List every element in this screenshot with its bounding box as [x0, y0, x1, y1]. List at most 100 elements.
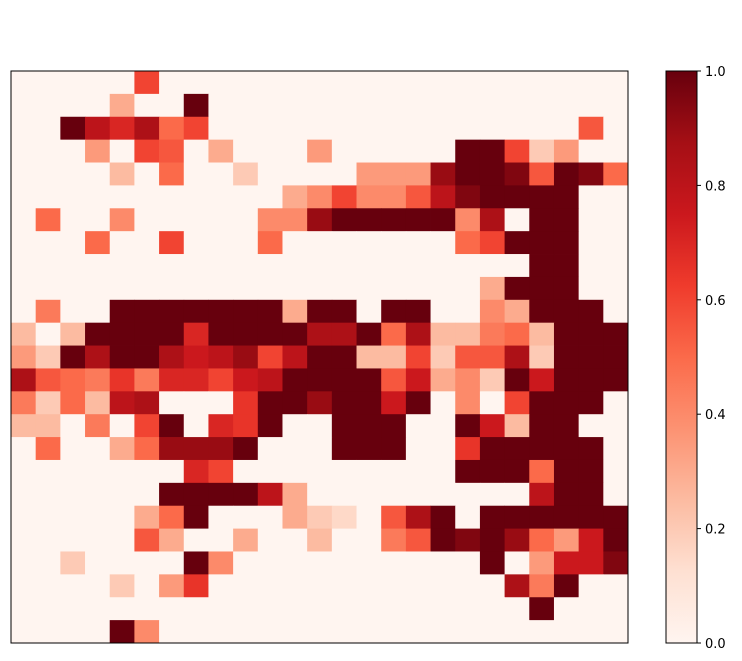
- heatmap-cell: [356, 185, 382, 209]
- heatmap-cell: [159, 551, 185, 575]
- heatmap-cell: [134, 162, 160, 186]
- heatmap-cell: [134, 482, 160, 507]
- heatmap-cell: [578, 116, 604, 141]
- heatmap-cell: [455, 208, 481, 232]
- heatmap-cell: [35, 322, 61, 346]
- heatmap-cell: [134, 322, 160, 346]
- heatmap-cell: [60, 162, 86, 186]
- heatmap-cell: [356, 93, 382, 118]
- heatmap-cell: [331, 482, 357, 507]
- heatmap-cell: [307, 162, 333, 186]
- heatmap-cell: [553, 93, 580, 118]
- heatmap-cell: [356, 551, 382, 575]
- heatmap-cell: [603, 276, 629, 301]
- heatmap-cell: [183, 391, 209, 415]
- heatmap-cell: [208, 276, 234, 301]
- heatmap-cell: [430, 139, 456, 163]
- heatmap-cell: [134, 93, 160, 118]
- heatmap-cell: [208, 551, 234, 575]
- heatmap-cell: [529, 620, 555, 644]
- heatmap-cell: [603, 459, 629, 484]
- heatmap-cell: [529, 368, 555, 392]
- heatmap-cell: [603, 71, 629, 95]
- heatmap-cell: [183, 208, 209, 232]
- heatmap-cell: [578, 208, 604, 232]
- heatmap-cell: [307, 437, 333, 461]
- heatmap-cell: [578, 254, 604, 278]
- heatmap-cell: [381, 93, 407, 118]
- heatmap-cell: [60, 528, 86, 552]
- heatmap-cell: [356, 597, 382, 621]
- heatmap-cell: [208, 93, 234, 118]
- heatmap-cell: [35, 93, 61, 118]
- heatmap-cell: [233, 208, 259, 232]
- heatmap-cell: [282, 437, 308, 461]
- heatmap-cell: [85, 208, 111, 232]
- heatmap-cell: [381, 185, 407, 209]
- heatmap-cell: [578, 231, 604, 255]
- heatmap-cell: [85, 620, 111, 644]
- heatmap-cell: [307, 482, 333, 507]
- heatmap-cell: [159, 162, 185, 186]
- heatmap-cell: [504, 482, 530, 507]
- heatmap-cell: [35, 551, 61, 575]
- heatmap-cell: [603, 93, 629, 118]
- heatmap-cell: [504, 437, 530, 461]
- heatmap-cell: [159, 414, 185, 438]
- heatmap-cell: [553, 254, 580, 278]
- heatmap-cell: [257, 276, 283, 301]
- heatmap-cell: [578, 482, 604, 507]
- heatmap-cell: [455, 93, 481, 118]
- heatmap-cell: [331, 254, 357, 278]
- heatmap-cell: [307, 528, 333, 552]
- heatmap-cell: [479, 299, 505, 324]
- heatmap-cell: [455, 437, 481, 461]
- heatmap-cell: [233, 185, 259, 209]
- heatmap-cell: [479, 345, 505, 369]
- heatmap-cell: [331, 391, 357, 415]
- heatmap-cell: [529, 391, 555, 415]
- heatmap-cell: [159, 459, 185, 484]
- heatmap-cell: [282, 322, 308, 346]
- heatmap-cell: [430, 116, 456, 141]
- heatmap-cell: [282, 93, 308, 118]
- heatmap-cell: [307, 620, 333, 644]
- heatmap-cell: [430, 574, 456, 598]
- heatmap-cell: [109, 620, 135, 644]
- heatmap-cell: [233, 391, 259, 415]
- heatmap-cell: [405, 597, 431, 621]
- heatmap-cell: [331, 528, 357, 552]
- heatmap-cell: [257, 322, 283, 346]
- heatmap-cell: [109, 139, 135, 163]
- heatmap-cell: [233, 162, 259, 186]
- heatmap-cell: [60, 322, 86, 346]
- heatmap-cell: [208, 505, 234, 529]
- heatmap-cell: [134, 254, 160, 278]
- heatmap-cell: [11, 276, 37, 301]
- heatmap-cell: [159, 368, 185, 392]
- heatmap-cell: [60, 116, 86, 141]
- heatmap-cell: [60, 437, 86, 461]
- heatmap-cell: [183, 345, 209, 369]
- heatmap-cell: [455, 71, 481, 95]
- heatmap-cell: [282, 391, 308, 415]
- heatmap-cell: [208, 185, 234, 209]
- heatmap-cell: [257, 116, 283, 141]
- heatmap-cell: [257, 71, 283, 95]
- heatmap-cell: [504, 414, 530, 438]
- heatmap-cell: [183, 551, 209, 575]
- heatmap-cell: [35, 574, 61, 598]
- heatmap-cell: [134, 414, 160, 438]
- heatmap-cell: [208, 574, 234, 598]
- heatmap-cell: [257, 620, 283, 644]
- heatmap-cell: [553, 139, 580, 163]
- heatmap-cell: [35, 528, 61, 552]
- heatmap-cell: [405, 208, 431, 232]
- heatmap-cell: [578, 71, 604, 95]
- heatmap-cell: [455, 574, 481, 598]
- heatmap-cell: [208, 162, 234, 186]
- heatmap-cell: [35, 71, 61, 95]
- heatmap-cell: [603, 322, 629, 346]
- heatmap-cell: [479, 437, 505, 461]
- heatmap-cells: [11, 71, 629, 644]
